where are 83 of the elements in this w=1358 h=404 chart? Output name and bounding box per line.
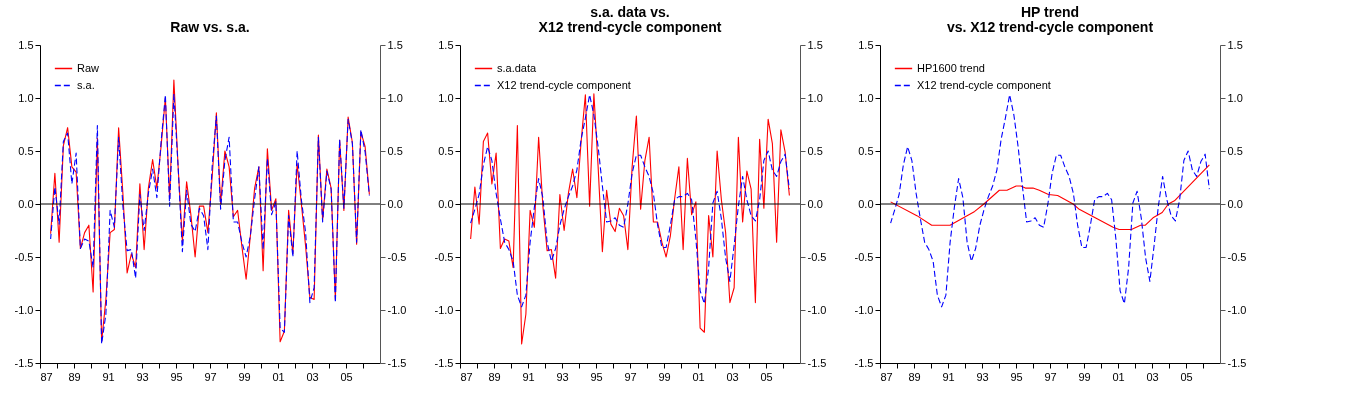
y-tick-label: -0.5 [14,250,34,263]
chart-title: s.a. data vs. [590,4,670,20]
y2-tick-label: -1.5 [1227,356,1247,369]
y-tick-label: -1.5 [854,356,874,369]
y-tick-label: -1.5 [14,356,34,369]
x-tick-label: 01 [272,370,285,383]
y2-tick-label: -1.0 [807,303,827,316]
x-tick-label: 91 [102,370,115,383]
y-tick-label: 0.5 [438,144,454,157]
x-tick-label: 99 [238,370,251,383]
y2-tick-label: 1.5 [1227,38,1243,51]
chart-subtitle: vs. X12 trend-cycle component [946,19,1154,35]
y2-tick-label: -0.5 [1227,250,1247,263]
y-tick-label: -1.0 [14,303,34,316]
x-tick-label: 89 [488,370,501,383]
y-tick-label: 1.5 [18,38,34,51]
legend-label: s.a. [77,78,95,91]
y2-tick-label: 1.5 [387,38,403,51]
y2-tick-label: 1.0 [1227,91,1243,104]
y2-tick-label: 1.5 [807,38,823,51]
x-tick-label: 87 [40,370,53,383]
x-tick-label: 87 [880,370,893,383]
y-tick-label: -1.0 [434,303,454,316]
y2-tick-label: 0.0 [387,197,403,210]
x-tick-label: 93 [136,370,149,383]
y2-tick-label: 0.0 [807,197,823,210]
x-tick-label: 99 [1078,370,1091,383]
chart-title: Raw vs. s.a. [170,19,250,35]
x-tick-label: 05 [1180,370,1193,383]
y-tick-label: -1.0 [854,303,874,316]
y-tick-label: 0.0 [858,197,874,210]
x-tick-label: 91 [942,370,955,383]
legend-label: Raw [77,61,100,74]
x-tick-label: 87 [460,370,473,383]
legend-label: s.a.data [497,61,538,74]
y2-tick-label: -1.5 [807,356,827,369]
y2-tick-label: 1.0 [807,91,823,104]
x-tick-label: 97 [1044,370,1057,383]
y2-tick-label: 0.5 [807,144,823,157]
legend-label: X12 trend-cycle component [497,78,631,91]
chart-title: HP trend [1020,4,1080,20]
y-tick-label: 0.0 [438,197,454,210]
y2-tick-label: 0.0 [1227,197,1243,210]
y-tick-label: -0.5 [434,250,454,263]
legend-label: X12 trend-cycle component [917,78,1051,91]
x-tick-label: 01 [1112,370,1125,383]
x-tick-label: 03 [306,370,319,383]
y2-tick-label: -1.0 [1227,303,1247,316]
y-tick-label: 0.5 [858,144,874,157]
x-tick-label: 93 [976,370,989,383]
legend-label: HP1600 trend [917,61,985,74]
x-tick-label: 97 [624,370,637,383]
x-tick-label: 95 [1010,370,1023,383]
x-tick-label: 03 [726,370,739,383]
y-tick-label: -0.5 [854,250,874,263]
y2-tick-label: 1.0 [387,91,403,104]
y2-tick-label: 0.5 [387,144,403,157]
y-tick-label: 1.0 [18,91,34,104]
x-tick-label: 97 [204,370,217,383]
x-tick-label: 95 [170,370,183,383]
x-tick-label: 91 [522,370,535,383]
x-tick-label: 05 [760,370,773,383]
x-tick-label: 03 [1146,370,1159,383]
y-tick-label: 0.5 [18,144,34,157]
y-tick-label: 1.0 [438,91,454,104]
chart-subtitle: X12 trend-cycle component [538,19,722,35]
x-tick-label: 93 [556,370,569,383]
y-tick-label: 0.0 [18,197,34,210]
y-tick-label: 1.0 [858,91,874,104]
y2-tick-label: -1.0 [387,303,407,316]
y-tick-label: 1.5 [438,38,454,51]
x-tick-label: 89 [68,370,81,383]
y2-tick-label: 0.5 [1227,144,1243,157]
y-tick-label: 1.5 [858,38,874,51]
y2-tick-label: -0.5 [387,250,407,263]
x-tick-label: 01 [692,370,705,383]
x-tick-label: 99 [658,370,671,383]
x-tick-label: 89 [908,370,921,383]
x-tick-label: 95 [590,370,603,383]
y2-tick-label: -1.5 [387,356,407,369]
y-tick-label: -1.5 [434,356,454,369]
y2-tick-label: -0.5 [807,250,827,263]
x-tick-label: 05 [340,370,353,383]
